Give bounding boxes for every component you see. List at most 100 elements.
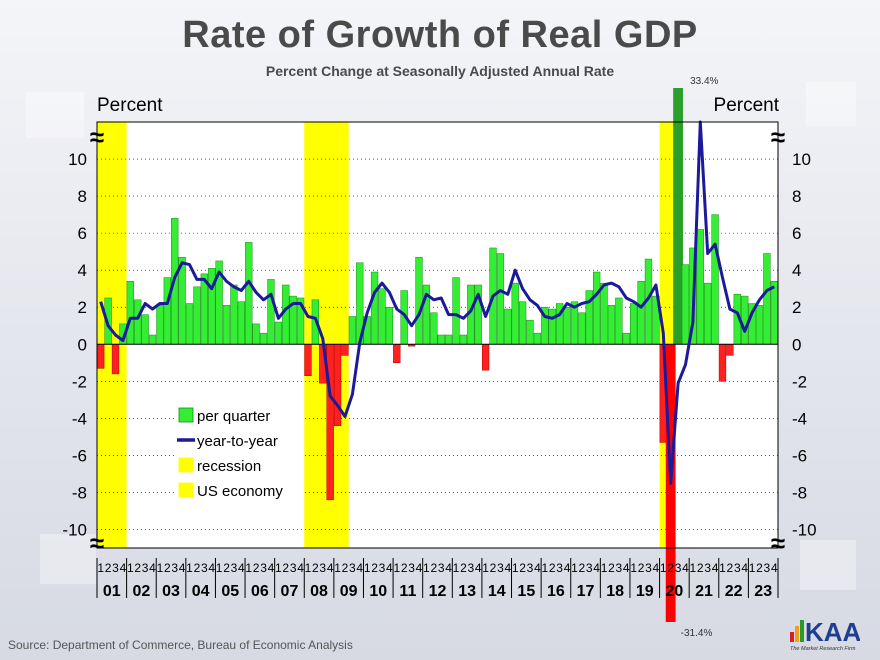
quarter-label: 1 [393,561,400,575]
bar-positive [637,281,645,345]
bar-positive [274,321,283,345]
year-label: 20 [665,583,683,600]
year-label: 05 [221,583,239,600]
bar-negative [481,344,490,371]
quarter-label: 3 [645,561,652,575]
quarter-label: 3 [586,561,593,575]
quarter-label: 2 [549,561,556,575]
quarter-label: 2 [282,561,289,575]
y-tick-label-right: 10 [792,150,811,169]
quarter-label: 3 [231,561,238,575]
bar-positive [548,308,556,345]
bar-positive [222,305,231,345]
y-tick-label-left: 0 [78,335,87,354]
y-tick-label-left: 2 [78,298,87,317]
quarter-label: 3 [497,561,504,575]
bar-positive [741,295,749,345]
y-tick-label-left: -2 [72,372,87,391]
quarter-label: 2 [164,561,171,575]
bar-positive [378,288,386,345]
bar-positive [607,305,616,345]
quarter-label: 2 [460,561,467,575]
bar-positive [681,264,690,345]
quarter-label: 1 [423,561,430,575]
bar-positive [282,284,290,345]
bar-positive [711,214,719,345]
quarter-label: 3 [290,561,297,575]
bar-positive [193,286,201,345]
y-tick-label-left: -10 [62,520,87,539]
y-tick-label-left: 4 [78,261,87,280]
logo-tagline: The Market Research Firm [790,646,856,652]
y-axis-label-right: Percent [714,95,780,116]
year-label: 15 [517,583,535,600]
quarter-label: 4 [653,561,660,575]
quarter-label: 1 [660,561,667,575]
legend-label: US economy [197,483,283,500]
bar-positive [630,303,638,345]
year-label: 07 [281,583,299,600]
y-tick-label-right: -8 [792,483,807,502]
source-note: Source: Department of Commerce, Bureau o… [8,638,353,652]
bar-positive [348,316,357,345]
quarter-label: 1 [157,561,164,575]
quarter-label: 1 [571,561,578,575]
quarter-label: 4 [297,561,304,575]
quarter-label: 4 [475,561,482,575]
year-label: 18 [606,583,624,600]
quarter-label: 1 [305,561,312,575]
bar-negative [393,344,401,364]
bar-positive [533,332,542,345]
quarter-label: 1 [127,561,134,575]
bar-positive [370,271,379,345]
y-tick-label-right: -6 [792,446,807,465]
quarter-label: 4 [268,561,275,575]
background-decor [800,540,856,590]
bar-positive [259,332,268,345]
bar-positive [385,306,394,345]
bar-positive [578,312,586,345]
background-decor [26,92,84,138]
y-tick-label-left: -6 [72,446,87,465]
quarter-label: 3 [112,561,119,575]
bar-positive [518,301,527,345]
quarter-label: 4 [682,561,689,575]
year-label: 11 [399,583,416,600]
logo-text: KAA [805,617,860,647]
bar-positive [511,282,519,345]
bar-positive [156,305,164,345]
y-tick-label-right: 4 [792,261,801,280]
bar-positive [444,334,453,345]
bar-positive [252,323,260,345]
quarter-label: 3 [349,561,356,575]
year-label: 17 [577,583,595,600]
quarter-label: 2 [578,561,585,575]
offscale-low-label: -31.4% [681,628,713,639]
bar-positive [415,256,423,345]
quarter-label: 4 [534,561,541,575]
chart-title: Rate of Growth of Real GDP [182,14,698,56]
year-label: 14 [488,583,506,600]
axis-break-mark: ≈ [771,122,785,152]
quarter-label: 1 [541,561,548,575]
bar-positive [141,314,149,345]
quarter-label: 2 [401,561,408,575]
quarter-label: 2 [756,561,763,575]
quarter-label: 1 [690,561,697,575]
quarter-label: 2 [253,561,260,575]
year-label: 13 [458,583,476,600]
quarter-label: 2 [194,561,201,575]
quarter-label: 3 [438,561,445,575]
year-label: 12 [429,583,447,600]
quarter-label: 4 [208,561,215,575]
chart-subtitle: Percent Change at Seasonally Adjusted An… [265,63,615,79]
quarter-label: 4 [564,561,571,575]
quarter-label: 2 [519,561,526,575]
quarter-label: 1 [749,561,756,575]
legend-label: recession [197,458,261,475]
year-label: 19 [636,583,654,600]
quarter-label: 2 [697,561,704,575]
year-label: 06 [251,583,269,600]
quarter-label: 3 [616,561,623,575]
y-tick-label-right: -2 [792,372,807,391]
